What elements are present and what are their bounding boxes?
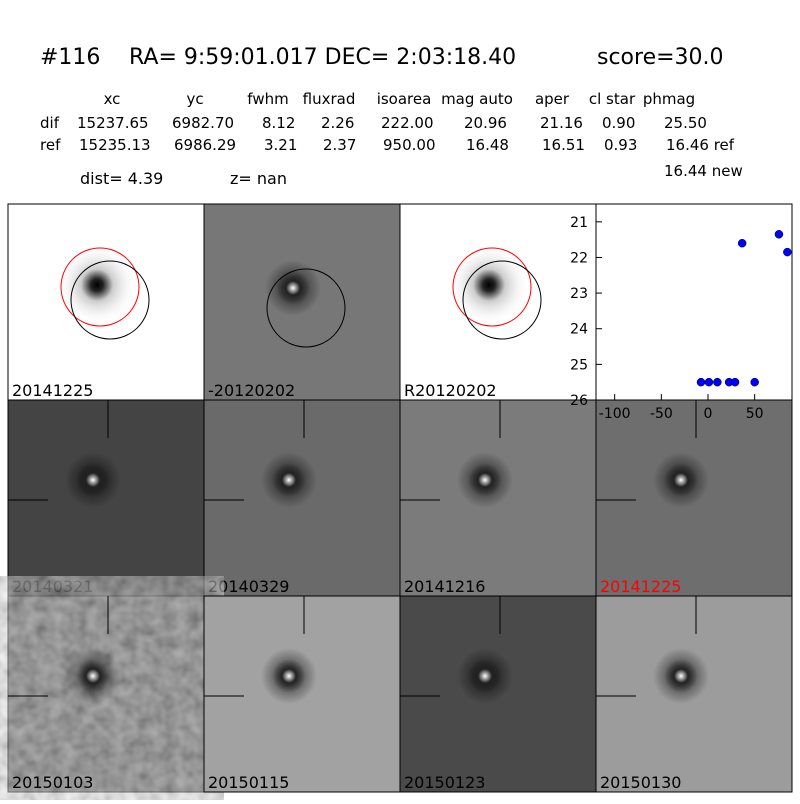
table-cell: 6982.70	[172, 114, 234, 132]
panel-label: 20141225	[600, 577, 681, 596]
column-header: isoarea	[377, 90, 432, 108]
panel-label: 20140321	[12, 577, 93, 596]
column-header: cl star	[589, 90, 636, 108]
y-tick-label: 24	[570, 322, 588, 338]
table-cell: 21.16	[540, 114, 583, 132]
column-header: mag auto	[441, 90, 513, 108]
table-cell: 0.90	[602, 114, 635, 132]
new-circle	[70, 260, 150, 340]
panel-label: 20150115	[208, 773, 289, 792]
source-blob	[653, 452, 709, 508]
point	[704, 377, 714, 387]
panel-label: 20141225	[12, 381, 93, 400]
source-blob	[457, 648, 513, 704]
x-tick-label: -50	[650, 406, 673, 422]
header-coords: RA= 9:59:01.017 DEC= 2:03:18.40	[129, 45, 516, 70]
table-cell: 25.50	[664, 114, 707, 132]
ref-circle	[60, 247, 140, 327]
panel-label: 20150103	[12, 773, 93, 792]
source-blob	[65, 648, 121, 704]
x-tick-label: 50	[746, 406, 764, 422]
table-cell: 15237.65	[77, 114, 149, 132]
source-blob	[457, 452, 513, 508]
column-header: phmag	[643, 90, 695, 108]
header-score: score=30.0	[597, 45, 724, 70]
new-circle	[266, 268, 346, 348]
table-cell: dif	[40, 114, 60, 132]
column-header: yc	[186, 90, 203, 108]
source-blob	[449, 245, 529, 325]
column-header: aper	[535, 90, 570, 108]
table-cell: 20.96	[464, 114, 507, 132]
source-blob	[261, 648, 317, 704]
panel-label: -20120202	[208, 381, 295, 400]
panel-label: 20150130	[600, 773, 681, 792]
table-cell: 8.12	[262, 114, 295, 132]
column-header: fluxrad	[303, 90, 356, 108]
point	[713, 377, 722, 387]
table-cell: 2.37	[323, 136, 356, 154]
table-cell: 3.21	[264, 136, 297, 154]
y-tick-label: 26	[570, 393, 588, 409]
table-cell: 2.26	[321, 114, 354, 132]
point	[696, 377, 706, 387]
source-blob	[65, 452, 121, 508]
header-id: #116	[40, 45, 100, 70]
table-cell: ref	[40, 136, 61, 154]
y-tick-label: 21	[570, 215, 588, 231]
table-cell: 15235.13	[79, 136, 151, 154]
z: z= nan	[230, 169, 287, 188]
plot-area	[595, 203, 793, 401]
table-cell: 16.51	[542, 136, 585, 154]
point	[730, 377, 740, 387]
source-blob	[261, 452, 317, 508]
ref-circle	[452, 247, 532, 327]
table-cell: 0.93	[604, 136, 637, 154]
table-cell: 950.00	[383, 136, 436, 154]
panels: 20141225 -20120202 R20120202 20140321 201403…	[7, 203, 793, 793]
table: xc yc fwhm fluxrad isoarea mag auto aper cl sta…	[40, 90, 743, 180]
point	[750, 377, 759, 387]
x-tick-label: 0	[704, 406, 713, 422]
point	[783, 247, 792, 257]
source-blob	[653, 648, 709, 704]
source-blob	[57, 245, 137, 325]
column-header: xc	[104, 90, 121, 108]
table-cell: 16.48	[466, 136, 509, 154]
y-tick-label: 23	[570, 286, 588, 302]
dist: dist= 4.39	[80, 169, 163, 188]
table-cell: 16.46 ref	[666, 136, 735, 154]
point	[737, 238, 747, 248]
panel-label: 20141216	[404, 577, 485, 596]
table-cell: 6986.29	[174, 136, 236, 154]
panel-label: R20120202	[404, 381, 497, 400]
panel-label: 20140329	[208, 577, 289, 596]
column-header: fwhm	[247, 90, 288, 108]
panel-label: 20150123	[404, 773, 485, 792]
new-circle	[462, 260, 542, 340]
x-tick-label: -100	[599, 406, 631, 422]
scatter-plot: 21 22 23 24 25 26 -100 -50 0 50	[570, 203, 793, 422]
point	[774, 230, 784, 239]
y-tick-label: 22	[570, 250, 588, 266]
table-extra: 16.44 new	[664, 162, 743, 180]
y-tick-label: 25	[570, 357, 588, 373]
source-blob	[265, 260, 321, 316]
table-cell: 222.00	[381, 114, 434, 132]
